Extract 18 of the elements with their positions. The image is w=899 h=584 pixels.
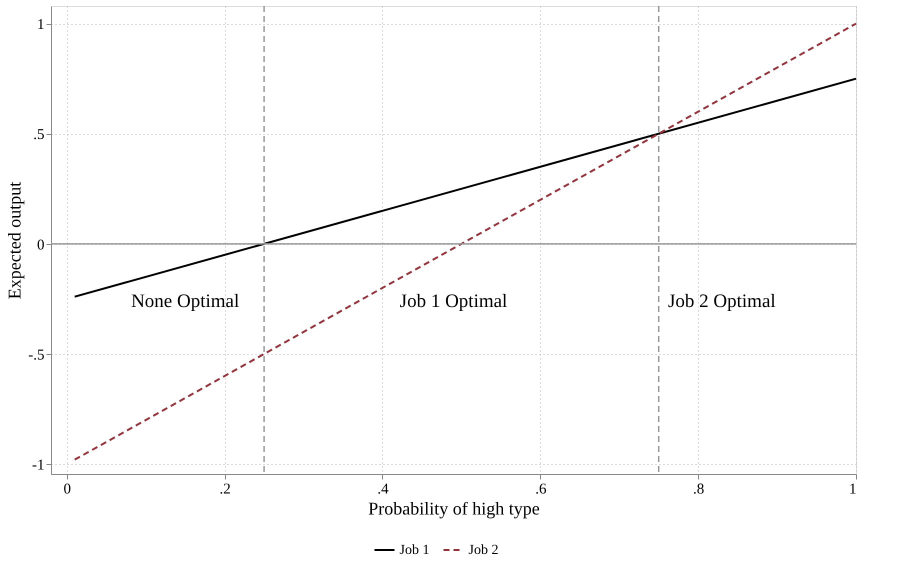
y-tick-label: -.5 [28,347,44,364]
y-tick-label: 0 [37,237,44,254]
x-tick-label: 0 [64,482,72,498]
annotation: None Optimal [131,290,240,312]
y-tick-label: -1 [32,458,44,474]
annotation: Job 1 Optimal [400,290,508,312]
legend-label: Job 1 [400,543,430,558]
x-tick-label: .8 [693,482,704,498]
legend-label: Job 2 [468,543,498,558]
y-tick-label: .5 [33,127,44,144]
y-axis-title: Expected output [4,182,24,300]
x-tick-label: .2 [220,482,231,498]
y-tick-label: 1 [37,17,44,34]
x-axis-title: Probability of high type [368,498,540,518]
x-tick-label: .6 [535,482,547,498]
annotation: Job 2 Optimal [668,290,776,312]
x-tick-label: .4 [377,482,390,498]
x-tick-label: 1 [849,482,856,498]
